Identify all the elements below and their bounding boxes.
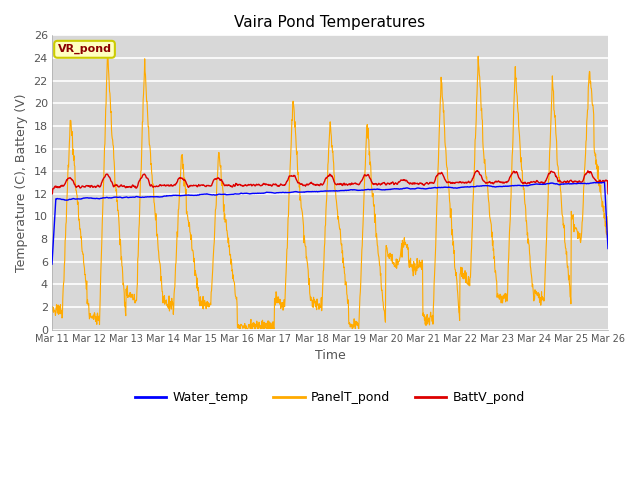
Title: Vaira Pond Temperatures: Vaira Pond Temperatures [234, 15, 426, 30]
X-axis label: Time: Time [315, 349, 346, 362]
Text: VR_pond: VR_pond [58, 44, 111, 54]
Legend: Water_temp, PanelT_pond, BattV_pond: Water_temp, PanelT_pond, BattV_pond [130, 386, 530, 409]
Y-axis label: Temperature (C), Battery (V): Temperature (C), Battery (V) [15, 93, 28, 272]
